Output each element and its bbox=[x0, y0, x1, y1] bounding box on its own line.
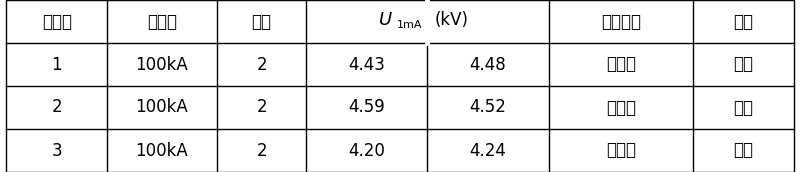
Text: U: U bbox=[379, 11, 393, 29]
Text: 未穿闪: 未穿闪 bbox=[606, 99, 636, 116]
Text: 次数: 次数 bbox=[252, 13, 272, 30]
Text: 4.52: 4.52 bbox=[470, 99, 506, 116]
Text: 100kA: 100kA bbox=[136, 99, 188, 116]
Text: 4.20: 4.20 bbox=[349, 142, 386, 159]
Text: 1: 1 bbox=[51, 56, 62, 73]
Text: 未穿闪: 未穿闪 bbox=[606, 56, 636, 73]
Text: 4.24: 4.24 bbox=[470, 142, 506, 159]
Text: 合格: 合格 bbox=[734, 142, 754, 159]
Text: 试验结果: 试验结果 bbox=[601, 13, 641, 30]
Text: 合格: 合格 bbox=[734, 56, 754, 73]
Text: 100kA: 100kA bbox=[136, 56, 188, 73]
Text: (kV): (kV) bbox=[434, 11, 469, 29]
Text: 4.43: 4.43 bbox=[349, 56, 386, 73]
Text: 100kA: 100kA bbox=[136, 142, 188, 159]
Text: 4.59: 4.59 bbox=[349, 99, 386, 116]
Text: 电流值: 电流值 bbox=[147, 13, 177, 30]
Text: 2: 2 bbox=[256, 142, 267, 159]
Text: 结论: 结论 bbox=[734, 13, 754, 30]
Text: 4.48: 4.48 bbox=[470, 56, 506, 73]
Text: 实施例: 实施例 bbox=[42, 13, 72, 30]
Text: 2: 2 bbox=[256, 99, 267, 116]
Text: 1mA: 1mA bbox=[397, 20, 422, 30]
Text: 3: 3 bbox=[51, 142, 62, 159]
Text: 2: 2 bbox=[51, 99, 62, 116]
Text: 未穿闪: 未穿闪 bbox=[606, 142, 636, 159]
Text: 合格: 合格 bbox=[734, 99, 754, 116]
Text: 2: 2 bbox=[256, 56, 267, 73]
